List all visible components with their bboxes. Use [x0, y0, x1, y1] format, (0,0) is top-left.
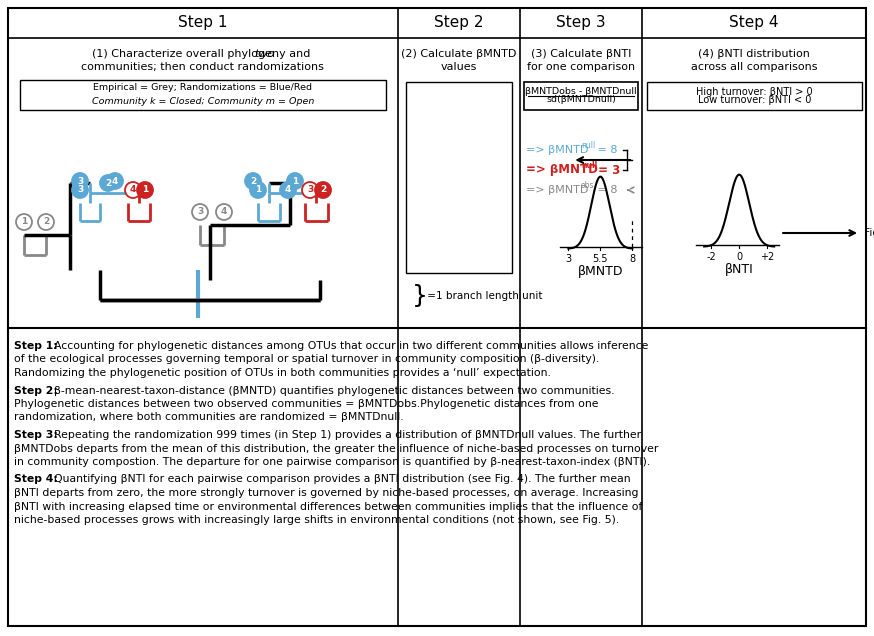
- Text: βNTI: βNTI: [725, 263, 753, 275]
- Text: = 3: = 3: [594, 163, 621, 177]
- Text: Repeating the randomization 999 times (in Step 1) provides a distribution of βMN: Repeating the randomization 999 times (i…: [54, 430, 642, 440]
- Text: Step 1: Step 1: [178, 15, 227, 31]
- Text: communities; then conduct randomizations: communities; then conduct randomizations: [81, 62, 324, 72]
- Circle shape: [216, 204, 232, 220]
- Circle shape: [280, 182, 296, 198]
- Text: Low turnover: βNTI < 0: Low turnover: βNTI < 0: [698, 95, 811, 105]
- Circle shape: [192, 204, 208, 220]
- Text: }: }: [412, 284, 427, 308]
- Circle shape: [315, 182, 331, 198]
- Text: Step 3: Step 3: [557, 15, 606, 31]
- Text: => βMNTD: => βMNTD: [526, 185, 588, 195]
- Bar: [648, 82, 862, 110]
- Text: βNTI departs from zero, the more strongly turnover is governed by niche-based pr: βNTI departs from zero, the more strongl…: [14, 488, 639, 498]
- Text: 1: 1: [292, 177, 298, 186]
- Circle shape: [72, 173, 88, 189]
- Text: +2: +2: [760, 252, 774, 261]
- Text: βMNTDobs - βMNTDnull: βMNTDobs - βMNTDnull: [525, 88, 637, 97]
- Text: 4: 4: [221, 207, 227, 216]
- Text: randomization, where both communities are randomized = βMNTDnull.: randomization, where both communities ar…: [14, 413, 404, 422]
- Text: 4: 4: [130, 186, 136, 195]
- Text: across all comparisons: across all comparisons: [691, 62, 817, 72]
- Text: 2: 2: [320, 186, 326, 195]
- Text: 1: 1: [21, 218, 27, 226]
- Text: 2: 2: [43, 218, 49, 226]
- Text: null: null: [581, 161, 597, 170]
- Circle shape: [107, 173, 123, 189]
- Circle shape: [137, 182, 153, 198]
- Text: 3: 3: [77, 186, 83, 195]
- Circle shape: [302, 182, 318, 198]
- Text: 8: 8: [629, 254, 635, 264]
- Text: of the ecological processes governing temporal or spatial turnover in community : of the ecological processes governing te…: [14, 354, 600, 364]
- Bar: [20, 80, 385, 110]
- Text: two: two: [254, 49, 275, 59]
- Text: 4: 4: [285, 186, 291, 195]
- Text: Step 2: Step 2: [434, 15, 483, 31]
- Text: βNTI with increasing elapsed time or environmental differences between communiti: βNTI with increasing elapsed time or env…: [14, 502, 642, 511]
- Text: βMNTDobs departs from the mean of this distribution, the greater the influence o: βMNTDobs departs from the mean of this d…: [14, 443, 658, 453]
- Text: =1 branch length unit: =1 branch length unit: [424, 291, 542, 301]
- Circle shape: [100, 175, 116, 191]
- Text: -2: -2: [706, 252, 716, 261]
- Text: High turnover: βNTI > 0: High turnover: βNTI > 0: [697, 87, 813, 97]
- Text: Fig. 4: Fig. 4: [861, 228, 874, 238]
- Circle shape: [245, 173, 261, 189]
- Circle shape: [16, 214, 32, 230]
- Circle shape: [125, 182, 141, 198]
- Text: (4) βNTI distribution: (4) βNTI distribution: [698, 49, 810, 59]
- Text: in community compostion. The departure for one pairwise comparison is quantified: in community compostion. The departure f…: [14, 457, 650, 467]
- Text: Empirical = Grey; Randomizations = Blue/Red: Empirical = Grey; Randomizations = Blue/…: [94, 83, 312, 92]
- Circle shape: [250, 182, 266, 198]
- Text: null: null: [581, 141, 595, 150]
- Text: Step 2:: Step 2:: [14, 385, 62, 396]
- Text: sd(βMNTDnull): sd(βMNTDnull): [546, 95, 616, 104]
- Bar: [524, 82, 638, 110]
- Text: (1) Characterize overall phylogeny and: (1) Characterize overall phylogeny and: [92, 49, 314, 59]
- Text: Community k = Closed; Community m = Open: Community k = Closed; Community m = Open: [92, 97, 314, 106]
- Text: for one comparison: for one comparison: [527, 62, 635, 72]
- Text: 1: 1: [255, 186, 261, 195]
- Text: βMNTD: βMNTD: [578, 265, 623, 278]
- Text: (2) Calculate βMNTD: (2) Calculate βMNTD: [401, 49, 517, 59]
- Text: obs: obs: [581, 181, 594, 190]
- Text: 4: 4: [112, 177, 118, 186]
- Text: = 8: = 8: [594, 185, 618, 195]
- Circle shape: [72, 182, 88, 198]
- Text: 5.5: 5.5: [593, 254, 608, 264]
- Text: 2: 2: [105, 179, 111, 188]
- Text: 3: 3: [77, 177, 83, 186]
- Text: 2: 2: [250, 177, 256, 186]
- Text: 3: 3: [307, 186, 313, 195]
- Text: Quantifying βNTI for each pairwise comparison provides a βNTI distribution (see : Quantifying βNTI for each pairwise compa…: [54, 474, 631, 485]
- Text: niche-based processes grows with increasingly large shifts in environmental cond: niche-based processes grows with increas…: [14, 515, 620, 525]
- Text: Step 1:: Step 1:: [14, 341, 61, 351]
- Text: Step 4:: Step 4:: [14, 474, 62, 485]
- Circle shape: [38, 214, 54, 230]
- Circle shape: [287, 173, 303, 189]
- Text: 1: 1: [142, 186, 148, 195]
- Text: Accounting for phylogenetic distances among OTUs that occur in two different com: Accounting for phylogenetic distances am…: [54, 341, 649, 351]
- Text: = 8: = 8: [594, 145, 618, 155]
- Text: β-mean-nearest-taxon-distance (βMNTD) quantifies phylogenetic distances between : β-mean-nearest-taxon-distance (βMNTD) qu…: [54, 385, 614, 396]
- Text: Step 4: Step 4: [730, 15, 779, 31]
- Text: Randomizing the phylogenetic position of OTUs in both communities provides a ‘nu: Randomizing the phylogenetic position of…: [14, 368, 551, 378]
- Text: (3) Calculate βNTI: (3) Calculate βNTI: [531, 49, 631, 59]
- Text: 3: 3: [565, 254, 572, 264]
- Text: => βMNTD: => βMNTD: [526, 145, 588, 155]
- Text: Step 3:: Step 3:: [14, 430, 62, 440]
- Text: values: values: [440, 62, 477, 72]
- Text: 3: 3: [197, 207, 203, 216]
- Text: => βMNTD: => βMNTD: [526, 163, 598, 177]
- Text: 0: 0: [736, 252, 742, 261]
- Text: Phylogenetic distances between two observed communities = βMNTDobs.Phylogenetic : Phylogenetic distances between two obser…: [14, 399, 599, 409]
- Bar: [406, 82, 512, 273]
